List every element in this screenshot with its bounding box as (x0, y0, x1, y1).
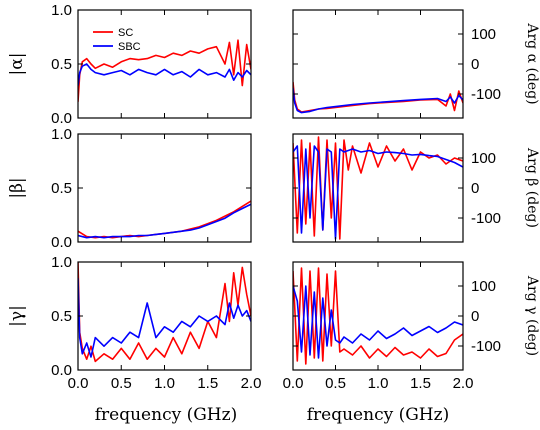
series-line-sc (293, 267, 463, 365)
y-tick-label: 1.0 (51, 2, 72, 19)
y-axis-label: Arg β (deg) (524, 147, 540, 228)
x-tick-label: 1.5 (197, 375, 218, 392)
series-line-sbc (293, 87, 463, 114)
panel-bottom-right: 0.0 0.5 1.0 1.5 2.0 -100 0 100 Arg γ (deg) (283, 261, 540, 392)
y-tick-label: 0.0 (51, 110, 72, 127)
x-tick-label: 0.0 (283, 375, 304, 392)
series-line-sbc (293, 285, 463, 359)
y-tick-label: 0.5 (51, 56, 72, 73)
x-tick-label: 0.0 (68, 375, 89, 392)
panel-top-left: 0.0 0.5 1.0 |α| SC SBC (7, 2, 252, 127)
y-tick-label: 0.0 (51, 234, 72, 251)
legend: SC SBC (93, 27, 141, 53)
panel-middle-right: -100 0 100 Arg β (deg) (292, 133, 540, 243)
y-tick-label: 0.5 (51, 308, 72, 325)
y-tick-label: 100 (471, 278, 496, 295)
x-tick-label: 2.0 (453, 375, 474, 392)
x-tick-label: 1.5 (410, 375, 431, 392)
y-tick-label: 0.0 (51, 362, 72, 379)
y-tick-label: 0 (471, 56, 479, 73)
panel-middle-left: 0.0 0.5 1.0 |β| (7, 126, 252, 251)
y-tick-label: -100 (471, 338, 501, 355)
y-axis-label: |β| (7, 177, 27, 198)
series-line-sbc (78, 203, 251, 239)
series-line-sbc (78, 63, 251, 86)
y-axis-label: Arg α (deg) (524, 22, 540, 104)
series-line-sc (78, 39, 251, 102)
y-tick-label: 100 (471, 150, 496, 167)
x-tick-label: 2.0 (241, 375, 262, 392)
y-tick-label: 100 (471, 26, 496, 43)
x-tick-label: 0.5 (111, 375, 132, 392)
x-axis-label-right: frequency (GHz) (307, 405, 449, 425)
panel-bottom-left: 0.0 0.5 1.0 1.5 2.0 0.0 0.5 1.0 |γ| (7, 254, 261, 392)
y-tick-label: 0 (471, 180, 479, 197)
y-tick-label: 1.0 (51, 254, 72, 271)
y-axis-label: Arg γ (deg) (524, 275, 540, 356)
series-line-sbc (293, 145, 463, 240)
panel-top-right: -100 0 100 Arg α (deg) (292, 9, 540, 119)
x-axis-label-left: frequency (GHz) (95, 405, 237, 425)
legend-label-sbc: SBC (118, 41, 141, 53)
y-tick-label: -100 (471, 86, 501, 103)
y-tick-label: 0 (471, 308, 479, 325)
y-tick-label: 1.0 (51, 126, 72, 143)
series-line-sbc (78, 278, 251, 358)
legend-label-sc: SC (118, 27, 133, 39)
x-tick-label: 1.0 (368, 375, 389, 392)
x-tick-label: 0.5 (325, 375, 346, 392)
y-tick-label: 0.5 (51, 180, 72, 197)
y-axis-label: |γ| (7, 305, 27, 327)
y-axis-label: |α| (7, 53, 27, 76)
y-tick-label: -100 (471, 210, 501, 227)
x-tick-label: 1.0 (154, 375, 175, 392)
